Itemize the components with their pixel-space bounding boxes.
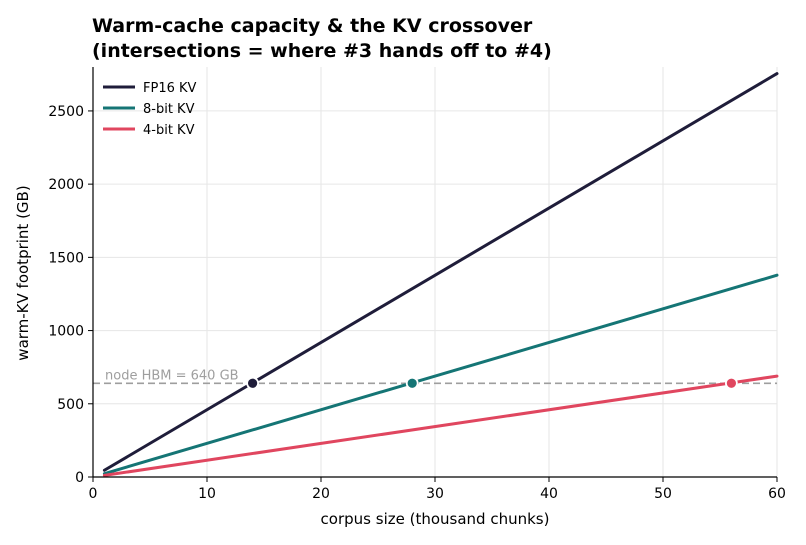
- hbm-reference-label: node HBM = 640 GB: [105, 368, 239, 383]
- grid: [92, 67, 778, 478]
- legend: FP16 KV 8-bit KV 4-bit KV: [103, 81, 197, 138]
- x-tick-label-2: 20: [312, 486, 330, 502]
- series-line-1: [102, 273, 779, 476]
- reference-line-group: node HBM = 640 GB: [93, 368, 777, 385]
- y-tick-label-3: 1500: [48, 250, 84, 266]
- y-tick-label-1: 500: [57, 397, 84, 413]
- x-tick-label-5: 50: [654, 486, 672, 502]
- chart-title-line-2: (intersections = where #3 hands off to #…: [92, 40, 552, 62]
- crossover-points: [246, 376, 738, 390]
- y-tick-label-2: 1000: [48, 324, 84, 340]
- y-axis-label: warm-KV footprint (GB): [14, 185, 32, 360]
- series-line-2: [102, 374, 779, 477]
- x-tick-label-3: 30: [426, 486, 444, 502]
- x-tick-labels: 0 10 20 30 40 50 60: [89, 477, 786, 502]
- y-tick-labels: 0 500 1000 1500 2000 2500: [48, 104, 93, 486]
- x-tick-label-6: 60: [768, 486, 786, 502]
- crossover-point-2: [725, 376, 738, 390]
- series-line-0: [102, 72, 779, 472]
- x-tick-label-4: 40: [540, 486, 558, 502]
- x-tick-label-1: 10: [198, 486, 216, 502]
- crossover-point-0: [246, 376, 260, 390]
- x-tick-label-0: 0: [89, 486, 98, 502]
- series-lines: [102, 72, 779, 477]
- y-tick-label-0: 0: [75, 470, 84, 486]
- legend-label-1: 8-bit KV: [143, 102, 195, 117]
- legend-label-2: 4-bit KV: [143, 123, 195, 138]
- x-axis-label: corpus size (thousand chunks): [321, 510, 550, 528]
- y-tick-label-4: 2000: [48, 177, 84, 193]
- chart-title-line-1: Warm-cache capacity & the KV crossover: [92, 15, 533, 37]
- y-tick-label-5: 2500: [48, 104, 84, 120]
- legend-label-0: FP16 KV: [143, 81, 197, 96]
- crossover-point-1: [405, 376, 419, 390]
